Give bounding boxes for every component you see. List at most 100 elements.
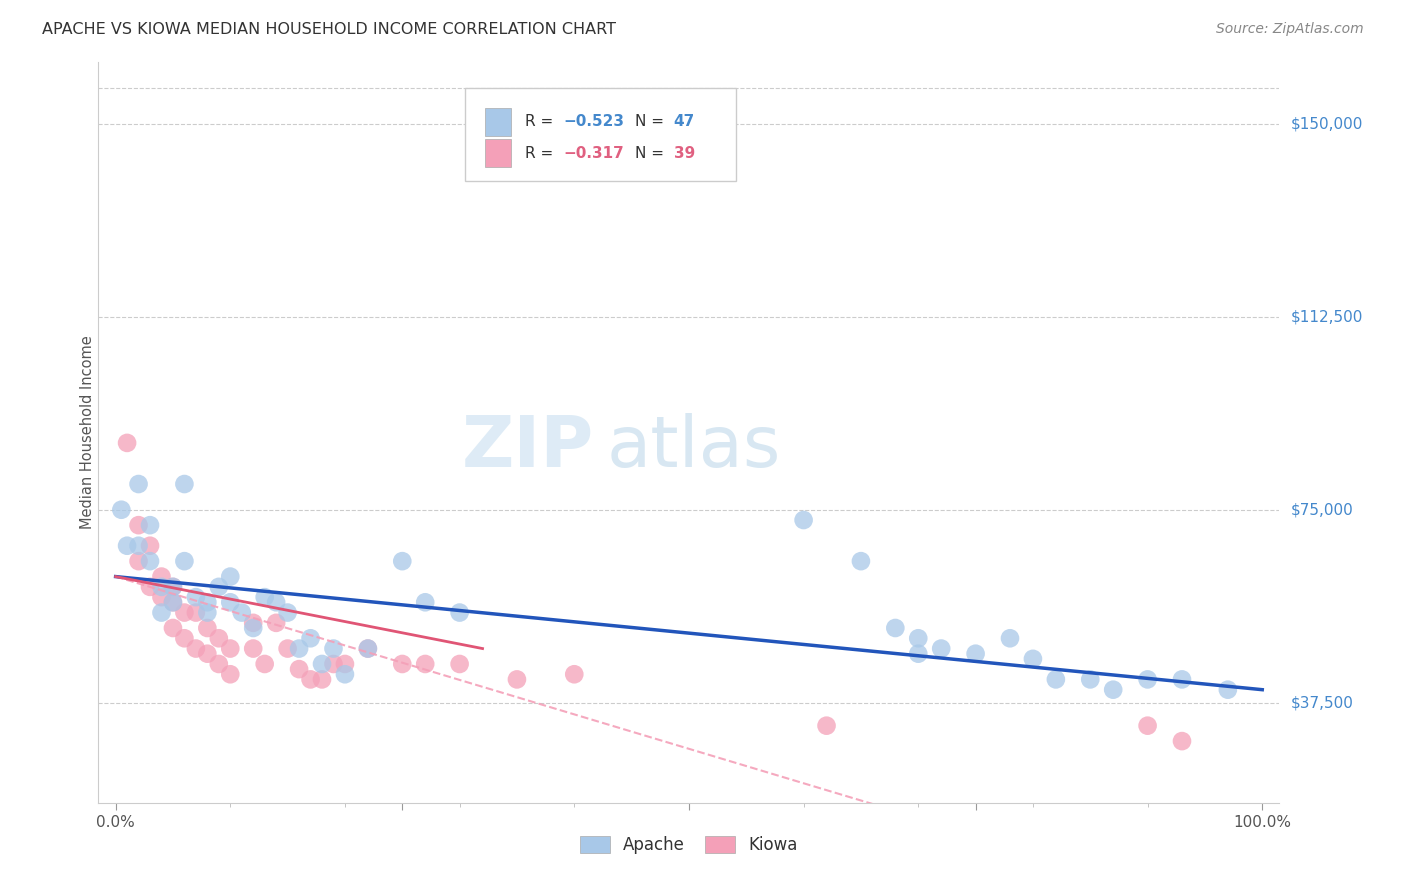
Text: $150,000: $150,000 [1291, 117, 1362, 132]
Text: −0.523: −0.523 [564, 114, 624, 129]
Text: −0.317: −0.317 [564, 146, 624, 161]
Point [333, 667, 356, 681]
Point [288, 641, 311, 656]
Point [150, 606, 173, 620]
Point [195, 621, 218, 635]
Point [311, 657, 333, 671]
Point [208, 580, 231, 594]
Point [288, 662, 311, 676]
Point [562, 667, 585, 681]
Point [115, 436, 138, 450]
Point [110, 502, 132, 516]
Point [184, 606, 207, 620]
Point [253, 590, 276, 604]
Point [195, 606, 218, 620]
Point [219, 595, 242, 609]
Text: 39: 39 [673, 146, 695, 161]
Text: APACHE VS KIOWA MEDIAN HOUSEHOLD INCOME CORRELATION CHART: APACHE VS KIOWA MEDIAN HOUSEHOLD INCOME … [42, 22, 616, 37]
Text: $37,500: $37,500 [1291, 695, 1354, 710]
Text: ZIP: ZIP [463, 413, 595, 482]
Point [115, 539, 138, 553]
Y-axis label: Median Household Income: Median Household Income [80, 335, 94, 530]
Point [299, 673, 322, 687]
Point [391, 554, 413, 568]
Point [333, 657, 356, 671]
Point [449, 657, 471, 671]
Point [184, 641, 207, 656]
Point [162, 595, 184, 609]
Point [242, 641, 264, 656]
Point [277, 606, 299, 620]
Point [1171, 734, 1194, 748]
Point [449, 606, 471, 620]
Legend: Apache, Kiowa: Apache, Kiowa [574, 830, 804, 861]
Point [1216, 682, 1239, 697]
Point [413, 657, 436, 671]
Point [907, 632, 929, 646]
Point [1102, 682, 1125, 697]
Point [162, 595, 184, 609]
Point [322, 657, 344, 671]
Point [242, 615, 264, 630]
Point [128, 554, 150, 568]
Point [231, 606, 253, 620]
Point [357, 641, 380, 656]
Point [357, 641, 380, 656]
Point [208, 632, 231, 646]
Point [1022, 652, 1045, 666]
Point [1045, 673, 1067, 687]
Point [195, 595, 218, 609]
FancyBboxPatch shape [485, 139, 510, 168]
Point [264, 615, 287, 630]
Point [173, 606, 195, 620]
Point [929, 641, 952, 656]
Point [150, 590, 173, 604]
Point [173, 477, 195, 491]
Text: $75,000: $75,000 [1291, 502, 1354, 517]
FancyBboxPatch shape [485, 108, 510, 136]
Point [1136, 719, 1159, 733]
Point [907, 647, 929, 661]
Point [208, 657, 231, 671]
Text: R =: R = [524, 114, 558, 129]
Point [815, 719, 838, 733]
Point [139, 554, 162, 568]
Point [264, 595, 287, 609]
Point [173, 632, 195, 646]
Point [195, 647, 218, 661]
Point [162, 580, 184, 594]
Point [299, 632, 322, 646]
Point [849, 554, 872, 568]
FancyBboxPatch shape [464, 88, 737, 181]
Point [219, 667, 242, 681]
Text: $112,500: $112,500 [1291, 310, 1362, 325]
Point [253, 657, 276, 671]
Point [150, 569, 173, 583]
Point [277, 641, 299, 656]
Point [150, 580, 173, 594]
Text: R =: R = [524, 146, 558, 161]
Point [413, 595, 436, 609]
Point [391, 657, 413, 671]
Point [1136, 673, 1159, 687]
Point [1171, 673, 1194, 687]
Point [965, 647, 987, 661]
Point [162, 621, 184, 635]
Point [162, 580, 184, 594]
Point [184, 590, 207, 604]
Point [1078, 673, 1101, 687]
Text: N =: N = [634, 146, 668, 161]
Point [219, 641, 242, 656]
Point [139, 580, 162, 594]
Point [506, 673, 529, 687]
Point [173, 554, 195, 568]
Point [322, 641, 344, 656]
Text: atlas: atlas [606, 413, 780, 482]
Point [311, 673, 333, 687]
Point [139, 539, 162, 553]
Text: 47: 47 [673, 114, 695, 129]
Point [242, 621, 264, 635]
Point [998, 632, 1021, 646]
Point [793, 513, 815, 527]
Point [139, 518, 162, 533]
